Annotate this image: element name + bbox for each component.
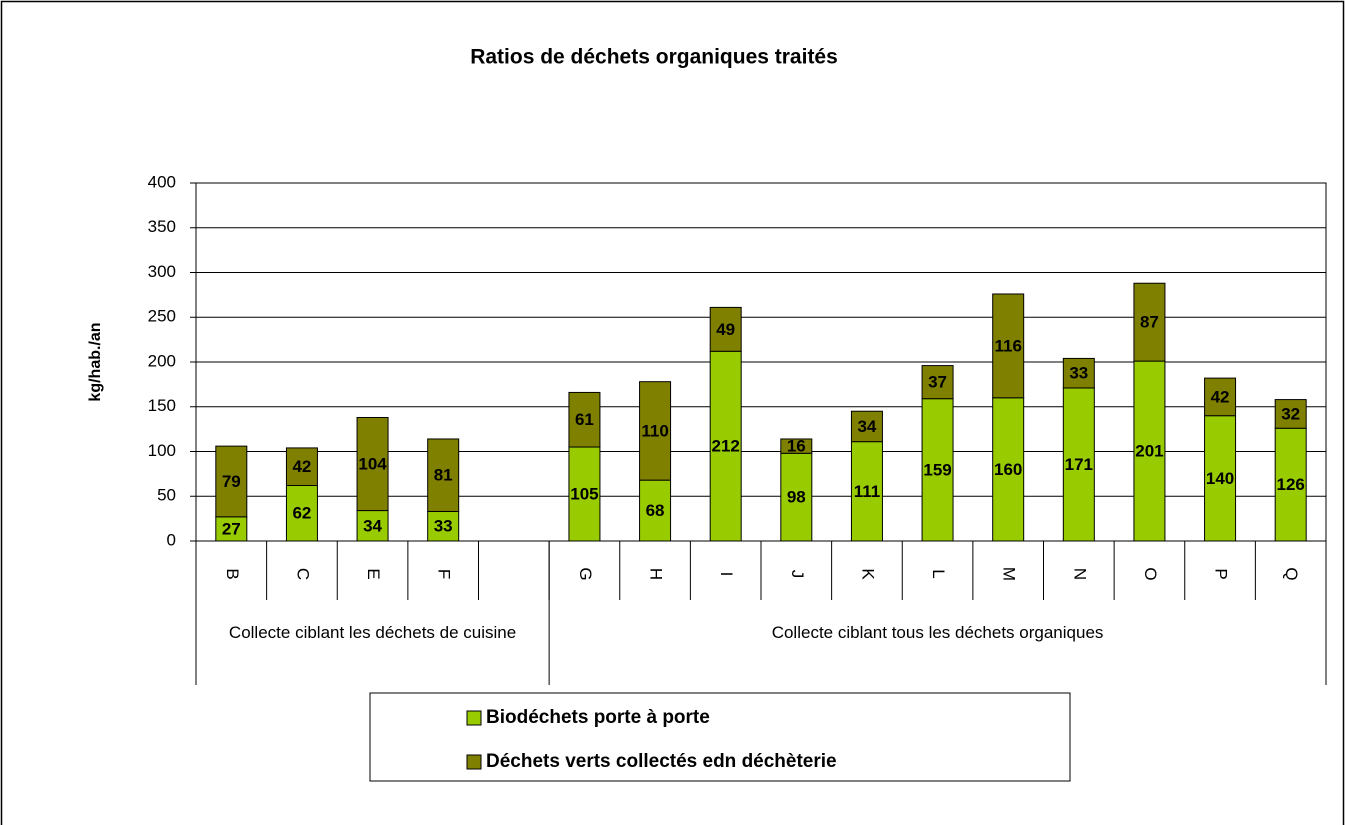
bar-segment bbox=[1204, 377, 1237, 417]
bar-segment bbox=[215, 445, 248, 518]
bar-segment bbox=[992, 293, 1025, 399]
bar-segment bbox=[850, 410, 883, 443]
bar-segment bbox=[568, 391, 601, 448]
legend-label: Biodéchets porte à porte bbox=[486, 707, 710, 728]
bar-segment bbox=[921, 398, 954, 542]
x-tick-label: B bbox=[223, 568, 242, 579]
x-tick-label: K bbox=[858, 568, 877, 580]
x-tick-label: N bbox=[1070, 568, 1089, 580]
legend-label: Déchets verts collectés edn déchèterie bbox=[486, 751, 837, 772]
data-label: 33 bbox=[1069, 364, 1088, 383]
data-label: 79 bbox=[222, 472, 241, 491]
bar-segment bbox=[1274, 399, 1307, 429]
data-label: 160 bbox=[994, 460, 1022, 479]
data-label: 49 bbox=[716, 320, 735, 339]
y-tick-label: 150 bbox=[148, 396, 176, 415]
data-label: 212 bbox=[712, 437, 740, 456]
bar-segment bbox=[1274, 427, 1307, 542]
y-tick-label: 0 bbox=[167, 530, 176, 549]
bar-segment bbox=[709, 350, 742, 542]
data-label: 159 bbox=[923, 460, 951, 479]
data-label: 87 bbox=[1140, 313, 1159, 332]
data-label: 116 bbox=[994, 336, 1021, 355]
chart-title: Ratios de déchets organiques traités bbox=[470, 46, 838, 69]
data-label: 32 bbox=[1281, 404, 1300, 423]
x-tick-label: G bbox=[576, 567, 595, 580]
x-tick-label: Q bbox=[1282, 567, 1301, 580]
y-tick-label: 350 bbox=[148, 217, 176, 236]
bar-segment bbox=[1062, 357, 1095, 389]
x-tick-label: C bbox=[293, 568, 312, 580]
data-label: 42 bbox=[1211, 387, 1230, 406]
bar-segment bbox=[285, 447, 318, 487]
data-label: 126 bbox=[1277, 475, 1305, 494]
data-label: 104 bbox=[358, 455, 387, 474]
x-tick-label: L bbox=[929, 569, 948, 578]
bar-segment bbox=[992, 397, 1025, 542]
bar-segment bbox=[356, 510, 389, 542]
data-label: 140 bbox=[1206, 469, 1234, 488]
y-tick-label: 250 bbox=[148, 307, 176, 326]
bar-segment bbox=[427, 438, 460, 512]
group-label-box: Collecte ciblant tous les déchets organi… bbox=[771, 623, 1104, 642]
data-label: 62 bbox=[292, 504, 311, 523]
data-label: 171 bbox=[1065, 455, 1093, 474]
x-tick-label: F bbox=[435, 569, 454, 579]
x-tick-label: M bbox=[1000, 567, 1019, 581]
bar-segment bbox=[1062, 387, 1095, 542]
x-tick-label: J bbox=[788, 570, 807, 579]
bar-segment bbox=[709, 306, 742, 352]
y-tick-label: 100 bbox=[148, 441, 176, 460]
bar-segment bbox=[780, 452, 813, 542]
bar-segment bbox=[1133, 282, 1166, 362]
legend-swatch bbox=[466, 754, 482, 770]
data-label: 61 bbox=[575, 410, 594, 429]
data-label: 81 bbox=[434, 466, 453, 485]
y-axis-label: kg/hab./an bbox=[87, 322, 104, 401]
bar-segment bbox=[921, 365, 954, 400]
x-tick-label: H bbox=[647, 568, 666, 580]
data-label: 27 bbox=[222, 519, 241, 538]
data-label: 110 bbox=[641, 421, 668, 440]
bar-segment bbox=[427, 510, 460, 542]
data-label: 33 bbox=[434, 517, 453, 536]
x-tick-label: E bbox=[364, 568, 383, 579]
group-label: Collecte ciblant tous les déchets organi… bbox=[771, 623, 1104, 642]
group-label: Collecte ciblant les déchets de cuisine bbox=[228, 623, 517, 642]
data-label: 34 bbox=[363, 516, 382, 535]
bar-segment bbox=[356, 416, 389, 512]
bar-segment bbox=[780, 438, 813, 454]
data-label: 105 bbox=[570, 484, 598, 503]
y-tick-label: 300 bbox=[148, 262, 176, 281]
bar-segment bbox=[285, 485, 318, 542]
data-label: 34 bbox=[857, 417, 876, 436]
data-label: 68 bbox=[646, 501, 665, 520]
legend-swatch bbox=[466, 710, 482, 726]
data-label: 37 bbox=[928, 373, 947, 392]
bar-segment bbox=[639, 381, 672, 481]
data-label: 16 bbox=[787, 437, 806, 456]
data-label: 201 bbox=[1135, 442, 1163, 461]
group-label-box: Collecte ciblant les déchets de cuisine bbox=[228, 623, 517, 642]
data-label: 98 bbox=[787, 488, 806, 507]
x-tick-label: I bbox=[717, 572, 736, 577]
y-tick-label: 200 bbox=[148, 351, 176, 370]
x-tick-label: O bbox=[1141, 567, 1160, 580]
bar-segment bbox=[1204, 415, 1237, 542]
x-tick-label: P bbox=[1212, 568, 1231, 579]
data-label: 42 bbox=[292, 457, 311, 476]
bar-segment bbox=[568, 446, 601, 542]
y-tick-label: 400 bbox=[148, 172, 176, 191]
legend-box bbox=[369, 692, 1071, 782]
y-tick-label: 50 bbox=[157, 486, 176, 505]
data-label: 111 bbox=[854, 482, 881, 501]
